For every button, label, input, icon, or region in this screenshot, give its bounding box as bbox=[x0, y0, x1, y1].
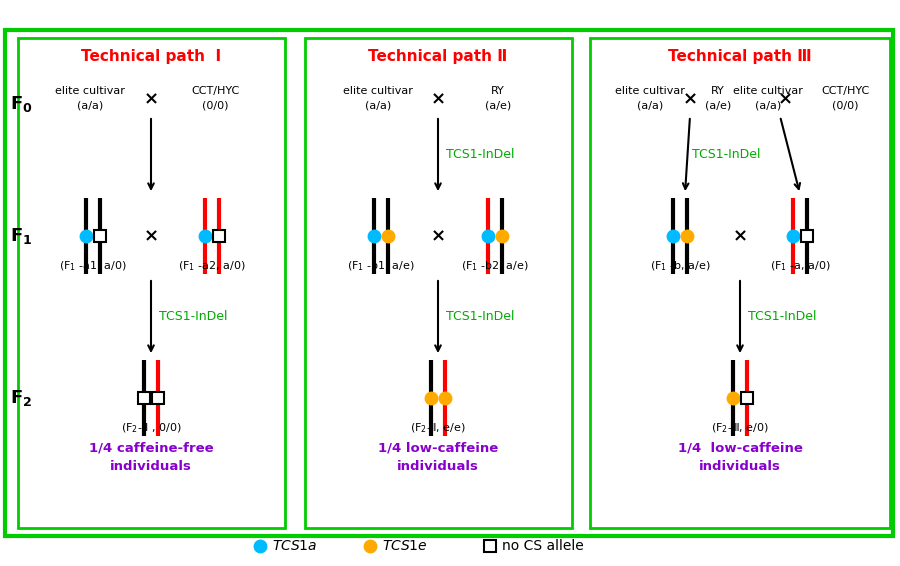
Text: ×: × bbox=[778, 90, 793, 108]
Text: ×: × bbox=[143, 227, 158, 245]
Text: (a/a): (a/a) bbox=[637, 101, 663, 111]
Text: ×: × bbox=[430, 90, 446, 108]
Text: $\it{TCS1a}$: $\it{TCS1a}$ bbox=[272, 539, 318, 553]
Text: elite cultivar: elite cultivar bbox=[734, 86, 803, 96]
Text: Technical path  Ⅰ: Technical path Ⅰ bbox=[81, 49, 221, 63]
Text: RY: RY bbox=[491, 86, 505, 96]
Text: (F$_1$ -a1, a/0): (F$_1$ -a1, a/0) bbox=[59, 259, 127, 273]
Text: TCS1-InDel: TCS1-InDel bbox=[692, 148, 761, 161]
Text: CCT/HYC: CCT/HYC bbox=[821, 86, 869, 96]
Text: elite cultivar: elite cultivar bbox=[615, 86, 685, 96]
Text: TCS1-InDel: TCS1-InDel bbox=[748, 311, 816, 324]
Text: CCT/HYC: CCT/HYC bbox=[191, 86, 239, 96]
Text: (a/a): (a/a) bbox=[755, 101, 781, 111]
Text: (a/e): (a/e) bbox=[705, 101, 731, 111]
Text: no CS allele: no CS allele bbox=[502, 539, 584, 553]
Text: $\mathbf{F_2}$: $\mathbf{F_2}$ bbox=[10, 388, 32, 408]
Text: (F$_2$-Ⅱ, e/e): (F$_2$-Ⅱ, e/e) bbox=[410, 421, 466, 435]
Text: elite cultivar: elite cultivar bbox=[343, 86, 413, 96]
Text: (F$_1$ -a, a/0): (F$_1$ -a, a/0) bbox=[770, 259, 831, 273]
Text: TCS1-InDel: TCS1-InDel bbox=[446, 311, 515, 324]
Text: (0/0): (0/0) bbox=[202, 101, 229, 111]
Text: (F$_1$ -b2, a/e): (F$_1$ -b2, a/e) bbox=[461, 259, 529, 273]
Text: Technical path Ⅲ: Technical path Ⅲ bbox=[668, 49, 812, 63]
Text: ×: × bbox=[143, 90, 158, 108]
Text: 1/4 caffeine-free: 1/4 caffeine-free bbox=[89, 441, 213, 454]
Text: TCS1-InDel: TCS1-InDel bbox=[159, 311, 228, 324]
Bar bbox=[18, 38, 285, 528]
Text: individuals: individuals bbox=[699, 460, 781, 473]
Text: (F$_1$ -b1, a/e): (F$_1$ -b1, a/e) bbox=[347, 259, 415, 273]
Text: (F$_2$- Ⅰ , 0/0): (F$_2$- Ⅰ , 0/0) bbox=[121, 421, 182, 435]
Text: (F$_1$ -b, a/e): (F$_1$ -b, a/e) bbox=[650, 259, 710, 273]
Text: (a/a): (a/a) bbox=[364, 101, 392, 111]
Text: individuals: individuals bbox=[110, 460, 192, 473]
Text: (F$_2$-Ⅲ, e/0): (F$_2$-Ⅲ, e/0) bbox=[711, 421, 769, 435]
Bar bbox=[590, 38, 890, 528]
Text: (F$_1$ -a2, a/0): (F$_1$ -a2, a/0) bbox=[178, 259, 246, 273]
Text: ×: × bbox=[430, 227, 446, 245]
Bar bbox=[305, 38, 572, 528]
Text: $\it{TCS1e}$: $\it{TCS1e}$ bbox=[382, 539, 427, 553]
Text: Technical path Ⅱ: Technical path Ⅱ bbox=[368, 49, 508, 63]
Text: (a/e): (a/e) bbox=[485, 101, 511, 111]
Text: (a/a): (a/a) bbox=[76, 101, 104, 111]
Text: 1/4 low-caffeine: 1/4 low-caffeine bbox=[378, 441, 498, 454]
Text: 1/4  low-caffeine: 1/4 low-caffeine bbox=[678, 441, 803, 454]
Text: $\mathbf{F_1}$: $\mathbf{F_1}$ bbox=[10, 226, 32, 246]
Text: elite cultivar: elite cultivar bbox=[55, 86, 125, 96]
Text: (0/0): (0/0) bbox=[832, 101, 859, 111]
Text: TCS1-InDel: TCS1-InDel bbox=[446, 148, 515, 161]
Text: individuals: individuals bbox=[397, 460, 479, 473]
Text: $\mathbf{F_0}$: $\mathbf{F_0}$ bbox=[10, 94, 32, 114]
Bar bbox=[5, 30, 893, 536]
Text: ×: × bbox=[682, 90, 698, 108]
Text: ×: × bbox=[733, 227, 748, 245]
Text: RY: RY bbox=[711, 86, 724, 96]
